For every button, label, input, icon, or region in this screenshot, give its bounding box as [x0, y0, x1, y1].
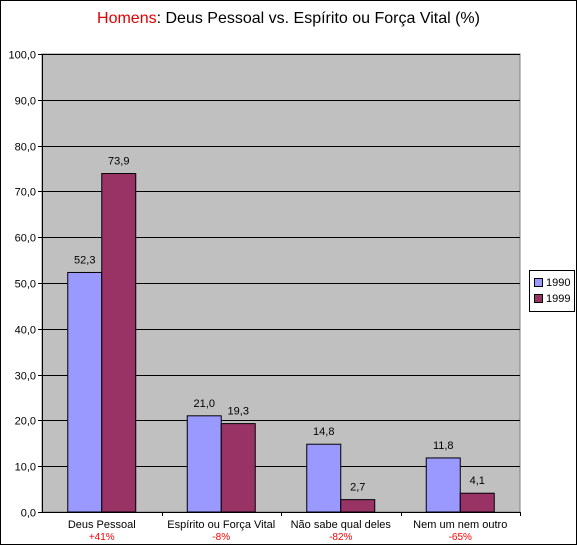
y-tick-label: 90,0 — [15, 96, 36, 108]
y-tick-label: 20,0 — [15, 416, 36, 428]
legend-item-1999: 1999 — [534, 293, 570, 305]
chart-title-highlight: Homens — [97, 10, 157, 27]
category-label: Nem um nem outro — [413, 519, 507, 531]
chart-title: Homens: Deus Pessoal vs. Espírito ou For… — [0, 10, 577, 28]
legend-label-1999: 1999 — [546, 293, 571, 305]
y-tick-label: 60,0 — [15, 233, 36, 245]
chart-title-rest: : Deus Pessoal vs. Espírito ou Força Vit… — [156, 10, 480, 27]
data-label: 21,0 — [194, 398, 215, 410]
bar-1999 — [101, 173, 137, 513]
bar-1999 — [340, 499, 376, 513]
category-change: -8% — [212, 532, 230, 543]
data-label: 4,1 — [470, 475, 485, 487]
y-tick-label: 0,0 — [21, 508, 36, 520]
bar-1990 — [306, 443, 342, 513]
data-label: 14,8 — [313, 426, 334, 438]
y-tick-label: 80,0 — [15, 142, 36, 154]
data-label: 11,8 — [433, 440, 454, 452]
category-change: -82% — [329, 532, 352, 543]
category-label: Deus Pessoal — [68, 519, 136, 531]
category-label: Não sabe qual deles — [291, 519, 392, 531]
y-tick-label: 10,0 — [15, 462, 36, 474]
y-tick-label: 50,0 — [15, 279, 36, 291]
data-label: 2,7 — [350, 482, 365, 494]
bar-1990 — [425, 457, 461, 513]
legend-label-1990: 1990 — [546, 277, 571, 289]
data-label: 52,3 — [74, 254, 95, 266]
bar-1999 — [459, 492, 495, 513]
data-label: 73,9 — [108, 156, 129, 168]
y-tick-label: 30,0 — [15, 371, 36, 383]
legend: 1990 1999 — [529, 270, 575, 312]
legend-swatch-1999 — [534, 293, 543, 303]
category-label: Espírito ou Força Vital — [167, 519, 275, 531]
category-change: -65% — [449, 532, 472, 543]
bar-1999 — [220, 423, 256, 513]
data-label: 19,3 — [228, 406, 249, 418]
y-tick-label: 100,0 — [8, 50, 36, 62]
bar-1990 — [67, 271, 103, 513]
y-tick-label: 70,0 — [15, 187, 36, 199]
legend-item-1990: 1990 — [534, 277, 570, 289]
y-tick-label: 40,0 — [15, 325, 36, 337]
category-change: +41% — [89, 532, 115, 543]
bar-1990 — [186, 415, 222, 513]
legend-swatch-1990 — [534, 277, 543, 287]
